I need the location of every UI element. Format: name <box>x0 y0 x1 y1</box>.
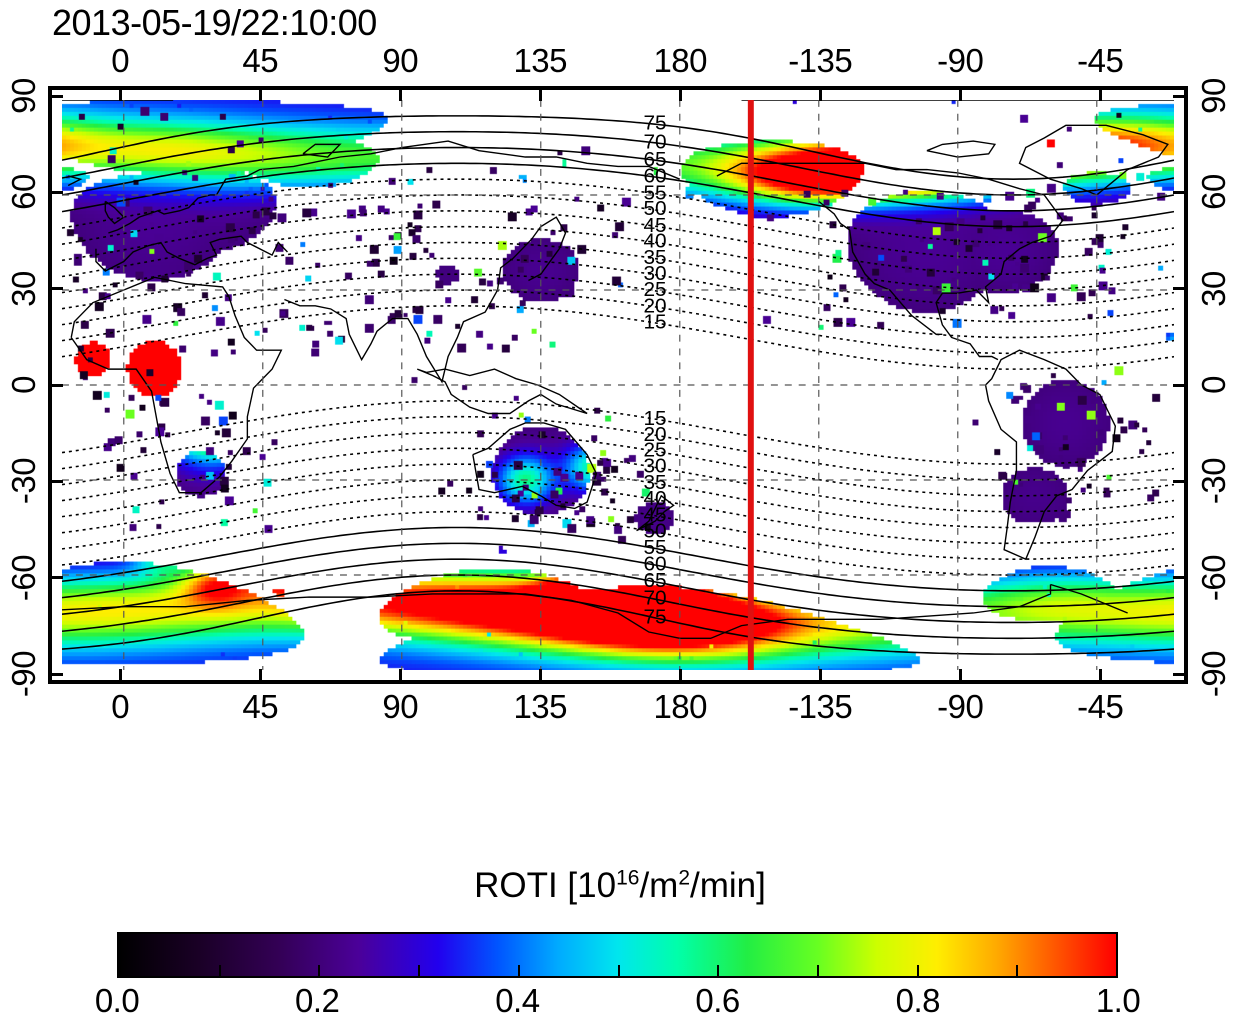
colorbar-tick-label: 1.0 <box>1095 982 1141 1019</box>
x-axis-label-top: 0 <box>111 42 130 79</box>
x-axis-tick <box>118 90 122 101</box>
y-axis-label-left: 90 <box>5 78 42 114</box>
y-axis-tick <box>1173 672 1184 676</box>
colorbar-title-main: ROTI [10 <box>474 866 617 905</box>
colorbar-title: ROTI [1016/m2/min] <box>474 866 766 906</box>
colorbar-tick <box>318 965 321 976</box>
colorbar-tick <box>1016 965 1019 976</box>
x-axis-label-top: 135 <box>513 42 567 79</box>
y-axis-tick <box>1173 287 1184 291</box>
y-axis-tick <box>52 576 63 580</box>
colorbar-tick-label: 0.8 <box>895 982 941 1019</box>
x-axis-tick <box>258 669 262 680</box>
x-axis-label-bottom: 45 <box>242 688 279 725</box>
y-axis-tick <box>52 479 63 483</box>
y-axis-label-right: -30 <box>1195 458 1232 505</box>
x-axis-label-bottom: -90 <box>937 688 984 725</box>
y-axis-tick <box>1173 190 1184 194</box>
y-axis-tick <box>1173 383 1184 387</box>
colorbar-tick-label: 0.2 <box>295 982 340 1019</box>
x-axis-label-top: 45 <box>242 42 279 79</box>
x-axis-tick <box>1098 90 1102 101</box>
y-axis-tick <box>1173 576 1184 580</box>
colorbar-tick <box>916 965 919 976</box>
y-axis-tick <box>52 672 63 676</box>
y-axis-label-left: -60 <box>5 554 42 601</box>
colorbar-tick <box>517 965 520 976</box>
y-axis-label-right: -60 <box>1195 554 1232 601</box>
colorbar-tick <box>717 965 720 976</box>
colorbar-tick <box>816 965 819 976</box>
x-axis-label-bottom: 135 <box>513 688 567 725</box>
colorbar-tick <box>218 965 221 976</box>
x-axis-label-top: 180 <box>653 42 707 79</box>
x-axis-tick <box>258 90 262 101</box>
x-axis-label-top: -135 <box>788 42 853 79</box>
x-axis-tick <box>678 90 682 101</box>
x-axis-tick <box>538 669 542 680</box>
x-axis-tick <box>958 90 962 101</box>
map-plot-frame: 75 70 65 60 55 50 45 40 35 30 25 20 15 15 20 25 30 35 40 45… <box>48 86 1188 684</box>
colorbar-title-mid: /m <box>639 866 679 905</box>
y-axis-label-right: 90 <box>1195 78 1232 114</box>
x-axis-tick <box>398 90 402 101</box>
x-axis-tick <box>118 669 122 680</box>
y-axis-label-right: -90 <box>1195 650 1232 698</box>
page-title: 2013-05-19/22:10:00 <box>52 2 377 43</box>
colorbar-tick-label: 0.0 <box>94 982 140 1019</box>
x-axis-tick <box>958 669 962 680</box>
y-axis-label-right: 30 <box>1195 270 1232 307</box>
x-axis-label-top: -45 <box>1077 42 1124 79</box>
colorbar-tick <box>418 965 421 976</box>
colorbar-tick <box>617 965 620 976</box>
x-axis-tick <box>818 669 822 680</box>
colorbar-tick <box>1116 965 1118 976</box>
x-axis-tick <box>1098 669 1102 680</box>
y-axis-label-left: -30 <box>5 458 42 505</box>
x-axis-label-bottom: 180 <box>653 688 707 725</box>
colorbar-title-end: /min] <box>690 866 766 905</box>
x-axis-label-top: -90 <box>937 42 984 79</box>
colorbar-title-exp1: 16 <box>616 866 640 890</box>
y-axis-label-right: 0 <box>1195 376 1232 394</box>
x-axis-label-top: 90 <box>382 42 419 79</box>
x-axis-tick <box>538 90 542 101</box>
y-axis-tick <box>52 94 63 98</box>
colorbar-tick <box>119 965 121 976</box>
y-axis-label-left: -90 <box>5 650 42 698</box>
x-axis-label-bottom: 90 <box>382 688 419 725</box>
roti-heatmap-canvas <box>62 100 1174 670</box>
x-axis-label-bottom: 0 <box>111 688 130 725</box>
colorbar-tick-label: 0.6 <box>695 982 740 1019</box>
y-axis-label-left: 0 <box>5 376 42 394</box>
map-data-area: 75 70 65 60 55 50 45 40 35 30 25 20 15 15 20 25 30 35 40 45… <box>62 100 1174 670</box>
y-axis-label-right: 60 <box>1195 174 1232 211</box>
y-axis-tick <box>52 383 63 387</box>
y-axis-tick <box>1173 94 1184 98</box>
y-axis-label-left: 60 <box>5 174 42 211</box>
y-axis-tick <box>1173 479 1184 483</box>
y-axis-label-left: 30 <box>5 270 42 307</box>
x-axis-label-bottom: -45 <box>1077 688 1124 725</box>
roti-colorbar <box>117 932 1118 978</box>
x-axis-tick <box>818 90 822 101</box>
x-axis-label-bottom: -135 <box>788 688 853 725</box>
colorbar-tick-label: 0.4 <box>495 982 540 1019</box>
y-axis-tick <box>52 190 63 194</box>
x-axis-tick <box>678 669 682 680</box>
y-axis-tick <box>52 287 63 291</box>
x-axis-tick <box>398 669 402 680</box>
colorbar-title-exp2: 2 <box>678 866 691 890</box>
